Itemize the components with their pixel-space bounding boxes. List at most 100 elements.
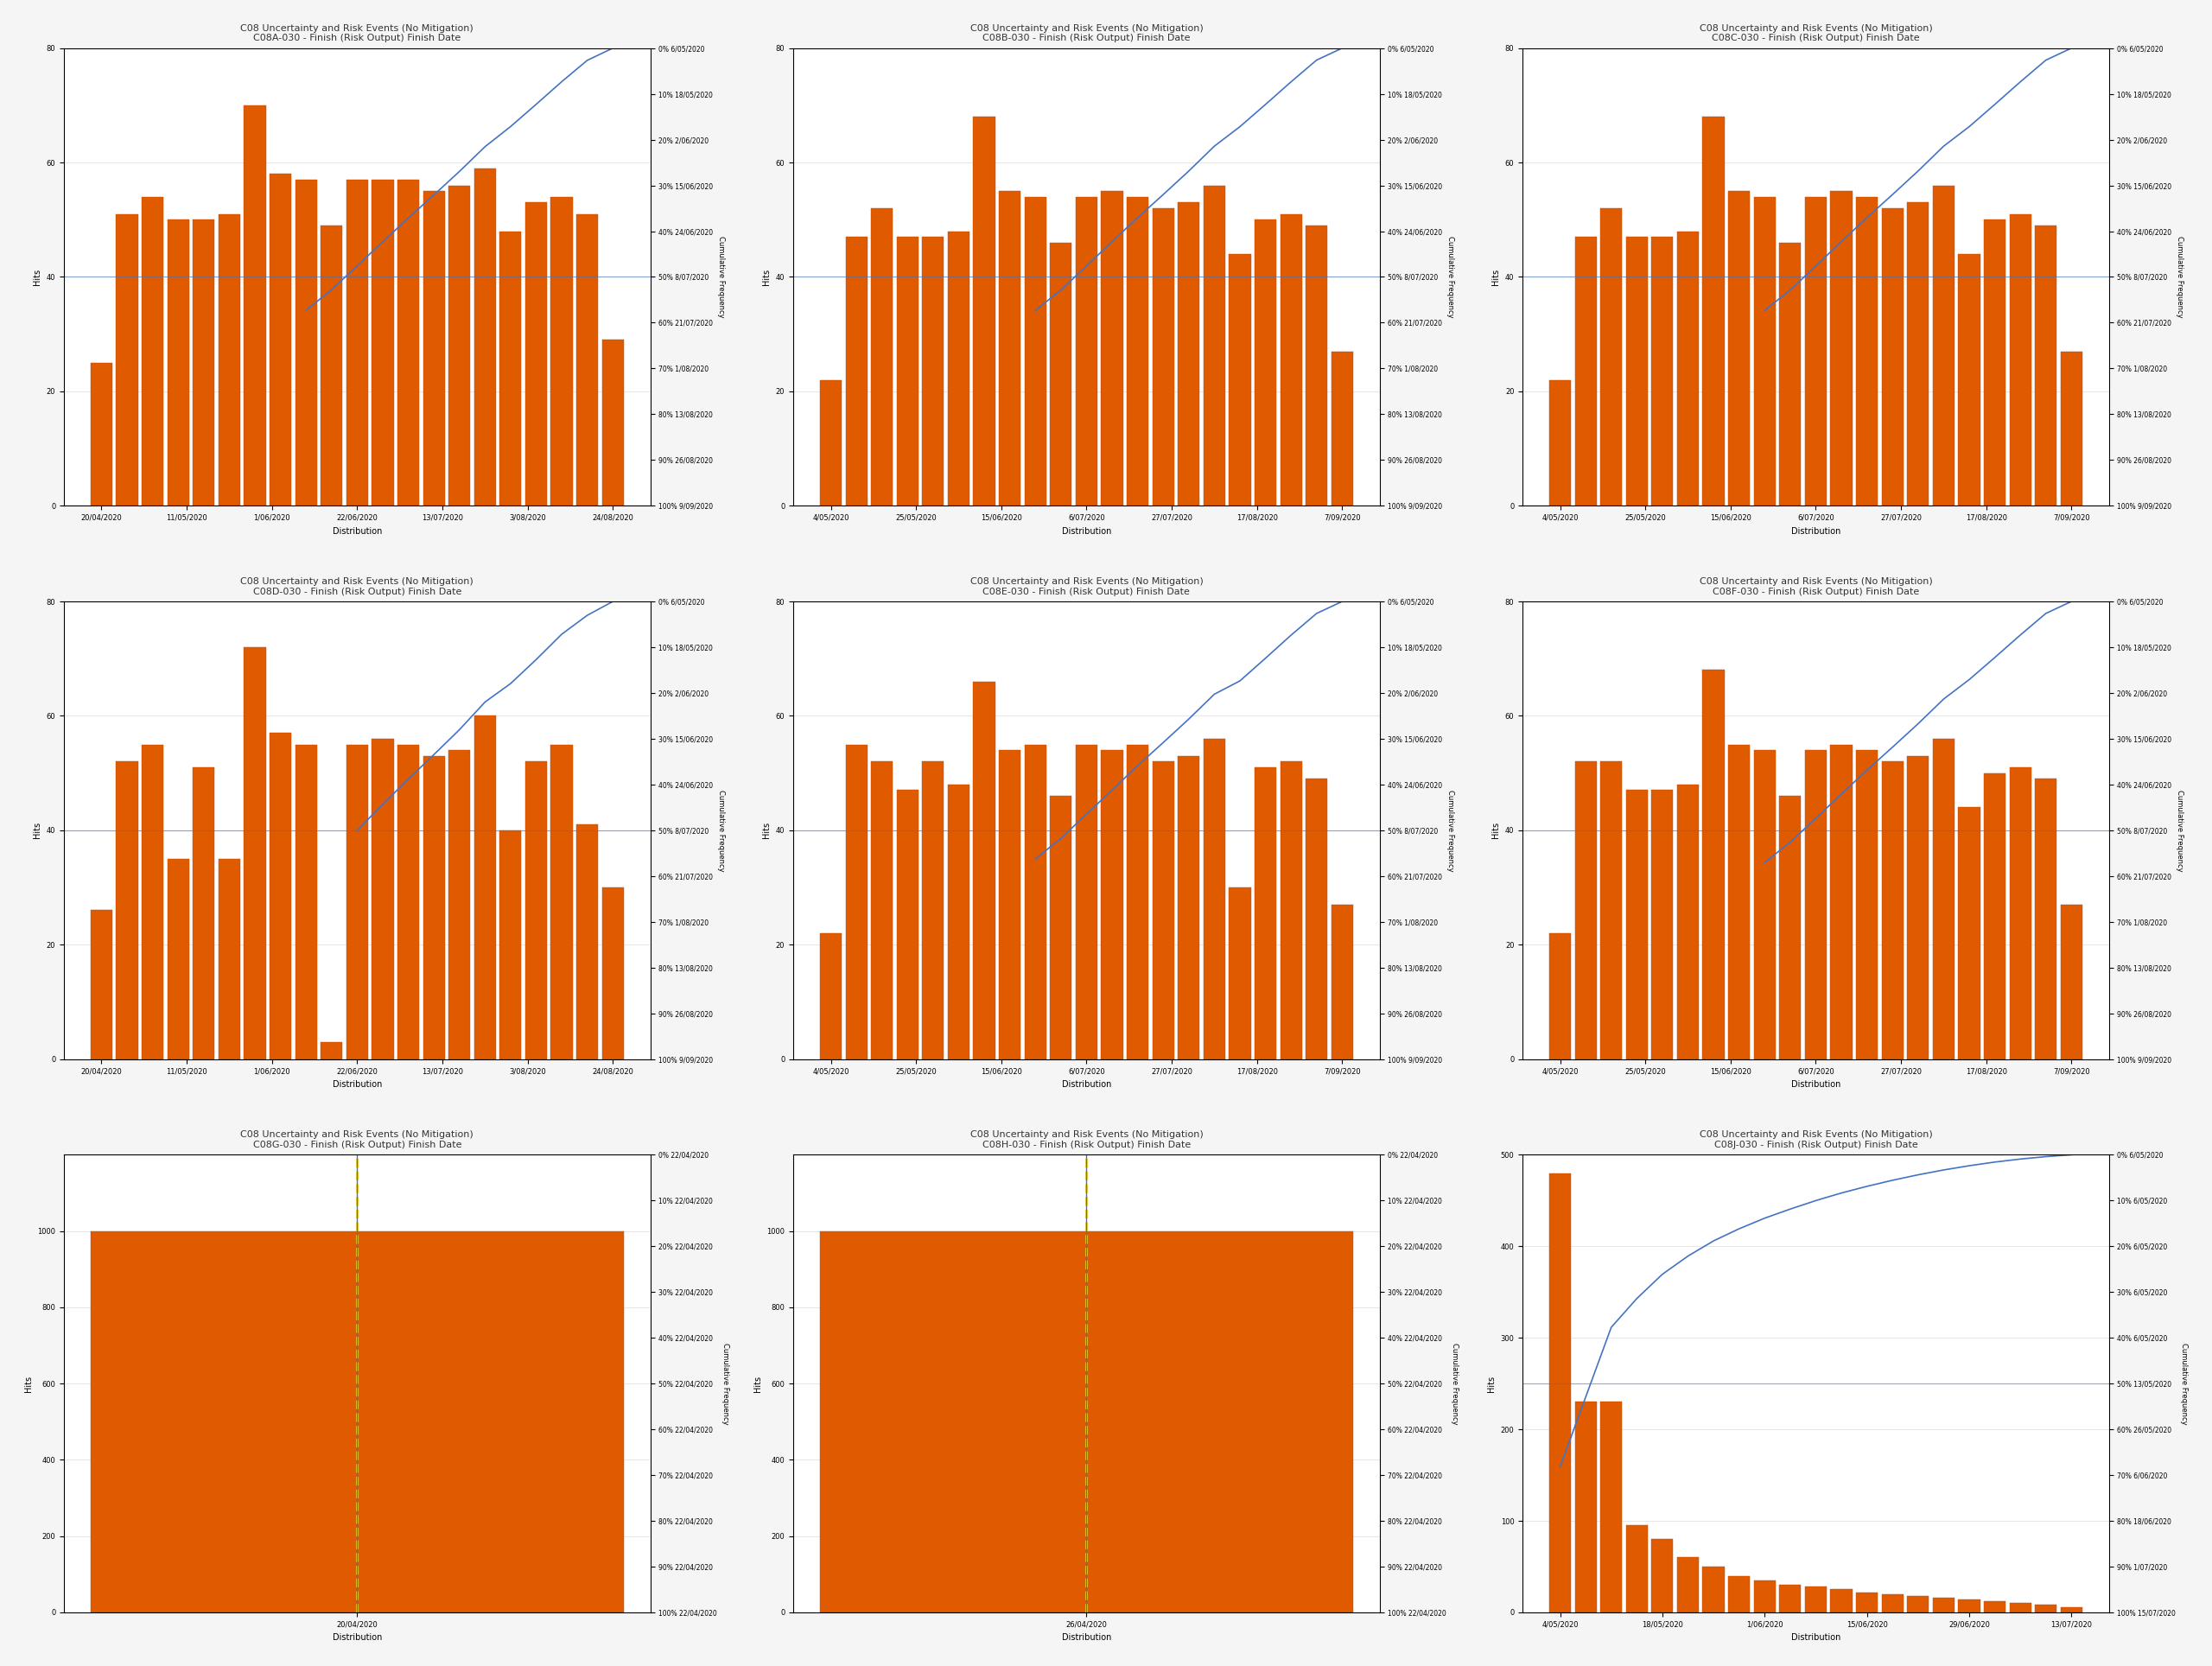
Title: C08 Uncertainty and Risk Events (No Mitigation)
C08A-030 - Finish (Risk Output) : C08 Uncertainty and Risk Events (No Miti… <box>241 23 473 43</box>
Bar <box>524 203 546 506</box>
Y-axis label: Cumulative Frequency: Cumulative Frequency <box>2177 790 2183 871</box>
Bar <box>192 768 215 1060</box>
Title: C08 Uncertainty and Risk Events (No Mitigation)
C08H-030 - Finish (Risk Output) : C08 Uncertainty and Risk Events (No Miti… <box>969 1131 1203 1150</box>
Bar <box>551 197 573 506</box>
Bar <box>1152 208 1175 506</box>
Bar <box>1728 1576 1750 1613</box>
X-axis label: Distribution: Distribution <box>1062 526 1110 535</box>
Bar <box>1832 1589 1851 1613</box>
Y-axis label: Cumulative Frequency: Cumulative Frequency <box>1447 237 1455 318</box>
Bar <box>1102 192 1124 506</box>
Bar <box>1575 1401 1597 1613</box>
Bar <box>973 681 995 1060</box>
Bar <box>1832 745 1851 1060</box>
Title: C08 Uncertainty and Risk Events (No Mitigation)
C08E-030 - Finish (Risk Output) : C08 Uncertainty and Risk Events (No Miti… <box>969 578 1203 596</box>
X-axis label: Distribution: Distribution <box>332 526 383 535</box>
Bar <box>243 105 265 506</box>
Bar <box>422 756 445 1060</box>
Bar <box>1548 380 1571 506</box>
Bar <box>1882 1594 1902 1613</box>
Title: C08 Uncertainty and Risk Events (No Mitigation)
C08F-030 - Finish (Risk Output) : C08 Uncertainty and Risk Events (No Miti… <box>1699 578 1933 596</box>
Bar <box>449 750 471 1060</box>
Bar <box>947 232 969 506</box>
Bar <box>1000 750 1020 1060</box>
Bar <box>1548 933 1571 1060</box>
X-axis label: Distribution: Distribution <box>1062 1080 1110 1088</box>
Bar <box>1126 745 1148 1060</box>
Bar <box>872 208 894 506</box>
Bar <box>2062 905 2081 1060</box>
Y-axis label: Hits: Hits <box>24 1376 33 1391</box>
Bar <box>602 340 624 506</box>
Bar <box>1177 203 1199 506</box>
Bar <box>1856 197 1878 506</box>
Bar <box>821 380 843 506</box>
Bar <box>1778 796 1801 1060</box>
Bar <box>1882 208 1902 506</box>
Bar <box>602 888 624 1060</box>
Bar <box>500 830 522 1060</box>
Y-axis label: Hits: Hits <box>1491 821 1500 838</box>
Bar <box>2062 1608 2081 1613</box>
Bar <box>922 761 945 1060</box>
X-axis label: Distribution: Distribution <box>1792 526 1840 535</box>
Bar <box>1281 213 1303 506</box>
Bar <box>1805 1586 1827 1613</box>
Bar <box>973 117 995 506</box>
Bar <box>1677 785 1699 1060</box>
Bar <box>1778 1584 1801 1613</box>
Bar <box>551 745 573 1060</box>
Bar <box>896 237 918 506</box>
Bar <box>1805 750 1827 1060</box>
Bar <box>449 185 471 506</box>
Bar <box>1230 888 1250 1060</box>
Bar <box>1754 750 1776 1060</box>
Bar <box>1575 761 1597 1060</box>
Y-axis label: Cumulative Frequency: Cumulative Frequency <box>721 1343 730 1424</box>
Bar <box>1958 808 1980 1060</box>
Bar <box>1599 208 1621 506</box>
Bar <box>821 933 843 1060</box>
Bar <box>1984 1601 2006 1613</box>
Bar <box>1958 1599 1980 1613</box>
Bar <box>1281 761 1303 1060</box>
Bar <box>1051 243 1073 506</box>
X-axis label: Distribution: Distribution <box>332 1633 383 1643</box>
X-axis label: Distribution: Distribution <box>1792 1633 1840 1643</box>
Title: C08 Uncertainty and Risk Events (No Mitigation)
C08G-030 - Finish (Risk Output) : C08 Uncertainty and Risk Events (No Miti… <box>241 1131 473 1150</box>
Bar <box>1626 1526 1648 1613</box>
Bar <box>1677 232 1699 506</box>
Bar <box>1024 745 1046 1060</box>
X-axis label: Distribution: Distribution <box>1792 1080 1840 1088</box>
Bar <box>1051 796 1073 1060</box>
Title: C08 Uncertainty and Risk Events (No Mitigation)
C08J-030 - Finish (Risk Output) : C08 Uncertainty and Risk Events (No Miti… <box>1699 1131 1933 1150</box>
Bar <box>1805 197 1827 506</box>
Bar <box>524 761 546 1060</box>
Bar <box>91 363 113 506</box>
Y-axis label: Hits: Hits <box>1486 1376 1495 1391</box>
Bar <box>1652 1539 1672 1613</box>
Y-axis label: Hits: Hits <box>33 268 42 285</box>
Y-axis label: Cumulative Frequency: Cumulative Frequency <box>1447 790 1455 871</box>
Bar <box>142 745 164 1060</box>
Bar <box>1856 1593 1878 1613</box>
Bar <box>168 220 188 506</box>
Bar <box>1024 197 1046 506</box>
Y-axis label: Cumulative Frequency: Cumulative Frequency <box>717 790 726 871</box>
Bar <box>372 180 394 506</box>
Bar <box>91 1231 624 1613</box>
Y-axis label: Cumulative Frequency: Cumulative Frequency <box>1451 1343 1458 1424</box>
Bar <box>1254 220 1276 506</box>
Bar <box>500 232 522 506</box>
Y-axis label: Hits: Hits <box>763 821 772 838</box>
Bar <box>1907 1596 1929 1613</box>
Bar <box>192 220 215 506</box>
Bar <box>821 1231 1354 1613</box>
Y-axis label: Cumulative Frequency: Cumulative Frequency <box>2181 1343 2188 1424</box>
Bar <box>2035 778 2057 1060</box>
Bar <box>1754 197 1776 506</box>
Bar <box>142 197 164 506</box>
Bar <box>1984 773 2006 1060</box>
Bar <box>577 213 597 506</box>
Title: C08 Uncertainty and Risk Events (No Mitigation)
C08C-030 - Finish (Risk Output) : C08 Uncertainty and Risk Events (No Miti… <box>1699 23 1933 43</box>
